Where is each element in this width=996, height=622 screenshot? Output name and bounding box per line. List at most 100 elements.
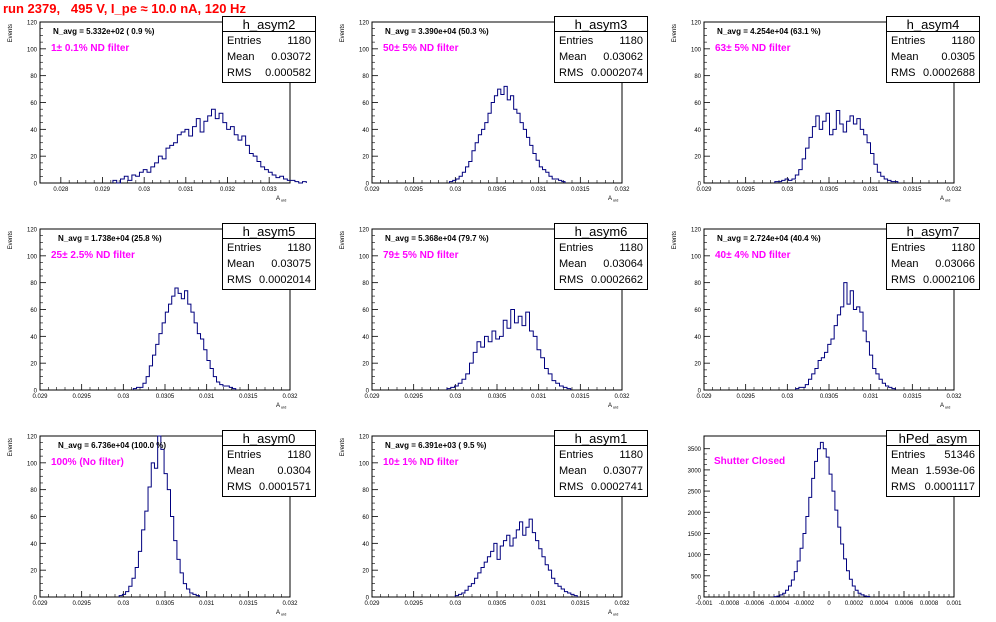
histogram-panel-hPed_asym: 0 500 1000 1500 2000 2500 3000 3500 -0.001 -0.000… [664,414,996,621]
stats-box-title: h_asym1 [554,430,648,446]
x-tick-label: 0.03 [117,394,129,400]
navg-label: N_avg = 3.390e+04 (50.3 %) [385,27,489,36]
histogram-line-h_asym0 [118,435,200,597]
x-tick-label: 0.029 [95,187,111,193]
y-tick-label: 3000 [688,468,702,474]
y-tick-label: 100 [27,254,38,260]
stats-key: Mean [891,258,919,270]
x-tick-label: 0.0315 [571,394,590,400]
stats-value: 1180 [619,35,643,47]
stats-value: 0.0002106 [923,274,975,286]
stats-box: Entries 1180 Mean 0.03072 RMS 0.000582 [222,31,316,83]
stats-row-rms: RMS 0.0002014 [227,273,311,288]
stats-key: Mean [559,51,587,63]
histogram-line-h_asym7 [795,282,896,390]
histogram-panel-h_asym3: 0 20 40 60 80 100 120 0.029 0.0295 0.03 0.0305 0.03… [332,0,664,207]
stats-key: Entries [891,35,926,47]
y-tick-label: 120 [27,228,38,234]
x-tick-label: 0.001 [946,601,962,607]
y-tick-label: 100 [359,254,370,260]
y-tick-label: 20 [30,569,37,575]
stats-row-mean: Mean 1.593e-06 [891,464,975,479]
stats-key: Entries [891,242,926,254]
x-axis-label: Auid [940,403,950,410]
y-tick-label: 1500 [688,532,702,538]
stats-key: Mean [891,465,919,477]
y-tick-label: 60 [362,515,369,521]
run-title: run 2379, 495 V, I_pe ≈ 10.0 nA, 120 Hz [3,1,246,16]
stats-key: Mean [891,51,919,63]
histogram-svg-h_asym7: 0 20 40 60 80 100 120 0.029 0.0295 0.03 0.0305 0.03… [672,228,962,410]
y-tick-label: 120 [27,435,38,441]
y-tick-label: 0 [698,389,702,395]
y-tick-label: 2500 [688,490,702,496]
stats-box-title: h_asym4 [886,16,980,32]
stats-value: 1180 [619,242,643,254]
y-tick-label: 120 [359,435,370,441]
x-tick-label: 0.0315 [571,187,590,193]
x-tick-label: 0.03 [449,601,461,607]
histogram-svg-h_asym1: 0 20 40 60 80 100 120 0.029 0.0295 0.03 0.0305 0.03… [340,435,630,617]
stats-row-entries: Entries 1180 [559,448,643,463]
histogram-panel-h_asym2: 0 20 40 60 80 100 120 0.028 0.029 0.03 0.031 0.032 0… [0,0,332,207]
stats-key: Entries [559,242,594,254]
x-tick-label: 0.03 [138,187,150,193]
histogram-line-h_asym6 [446,309,572,390]
filter-label: 63± 5% ND filter [715,43,791,54]
stats-box-title: h_asym3 [554,16,648,32]
stats-box: Entries 1180 Mean 0.03062 RMS 0.0002074 [554,31,648,83]
y-tick-label: 20 [694,155,701,161]
navg-label: N_avg = 5.332e+02 ( 0.9 %) [53,27,155,36]
y-tick-label: 100 [691,254,702,260]
x-tick-label: 0.031 [863,187,879,193]
stats-key: Entries [891,449,926,461]
filter-label: Shutter Closed [714,456,786,467]
stats-value: 51346 [944,449,975,461]
y-tick-label: 100 [27,461,38,467]
x-tick-label: 0.032 [282,601,298,607]
x-tick-label: 0.029 [696,394,712,400]
y-tick-label: 20 [30,155,37,161]
y-tick-label: 60 [30,101,37,107]
y-tick-label: 40 [362,542,369,548]
histogram-svg-h_asym3: 0 20 40 60 80 100 120 0.029 0.0295 0.03 0.0305 0.03… [340,21,630,203]
stats-value: 0.0001571 [259,481,311,493]
stats-value: 0.03075 [271,258,311,270]
x-tick-label: 0.0295 [736,187,755,193]
y-axis-label: Events [672,231,678,249]
stats-key: RMS [891,481,916,493]
stats-value: 1180 [951,242,975,254]
stats-value: 0.03077 [603,465,643,477]
stats-key: Entries [559,35,594,47]
x-tick-label: 0.0305 [488,187,507,193]
y-tick-label: 20 [694,362,701,368]
y-tick-label: 500 [691,574,702,580]
y-tick-label: 40 [30,335,37,341]
x-tick-label: 0.0305 [156,394,175,400]
y-tick-label: 80 [30,74,37,80]
y-tick-label: 120 [359,21,370,27]
stats-key: Mean [227,258,255,270]
stats-box: Entries 1180 Mean 0.03077 RMS 0.0002741 [554,445,648,497]
histogram-svg-hPed_asym: 0 500 1000 1500 2000 2500 3000 3500 -0.001 -0.000… [688,435,962,607]
x-tick-label: 0.032 [946,394,962,400]
stats-box: Entries 1180 Mean 0.03066 RMS 0.0002106 [886,238,980,290]
histogram-svg-h_asym5: 0 20 40 60 80 100 120 0.029 0.0295 0.03 0.0305 0.03… [8,228,298,410]
y-axis-label: Events [340,24,346,42]
x-tick-label: 0.031 [863,394,879,400]
x-tick-label: 0.028 [53,187,69,193]
stats-row-entries: Entries 51346 [891,448,975,463]
y-tick-label: 0 [34,596,38,602]
x-tick-label: -0.0006 [744,601,765,607]
histogram-line-h_asym4 [774,110,899,183]
x-tick-label: 0.032 [614,187,630,193]
x-tick-label: 0.03 [781,394,793,400]
filter-label: 79± 5% ND filter [383,250,459,261]
y-tick-label: 20 [30,362,37,368]
navg-label: N_avg = 2.724e+04 (40.4 %) [717,234,821,243]
navg-label: N_avg = 4.254e+04 (63.1 %) [717,27,821,36]
x-tick-label: 0.031 [199,601,215,607]
stats-row-mean: Mean 0.03066 [891,257,975,272]
filter-label: 10± 1% ND filter [383,457,459,468]
histogram-panel-h_asym7: 0 20 40 60 80 100 120 0.029 0.0295 0.03 0.0305 0.03… [664,207,996,414]
